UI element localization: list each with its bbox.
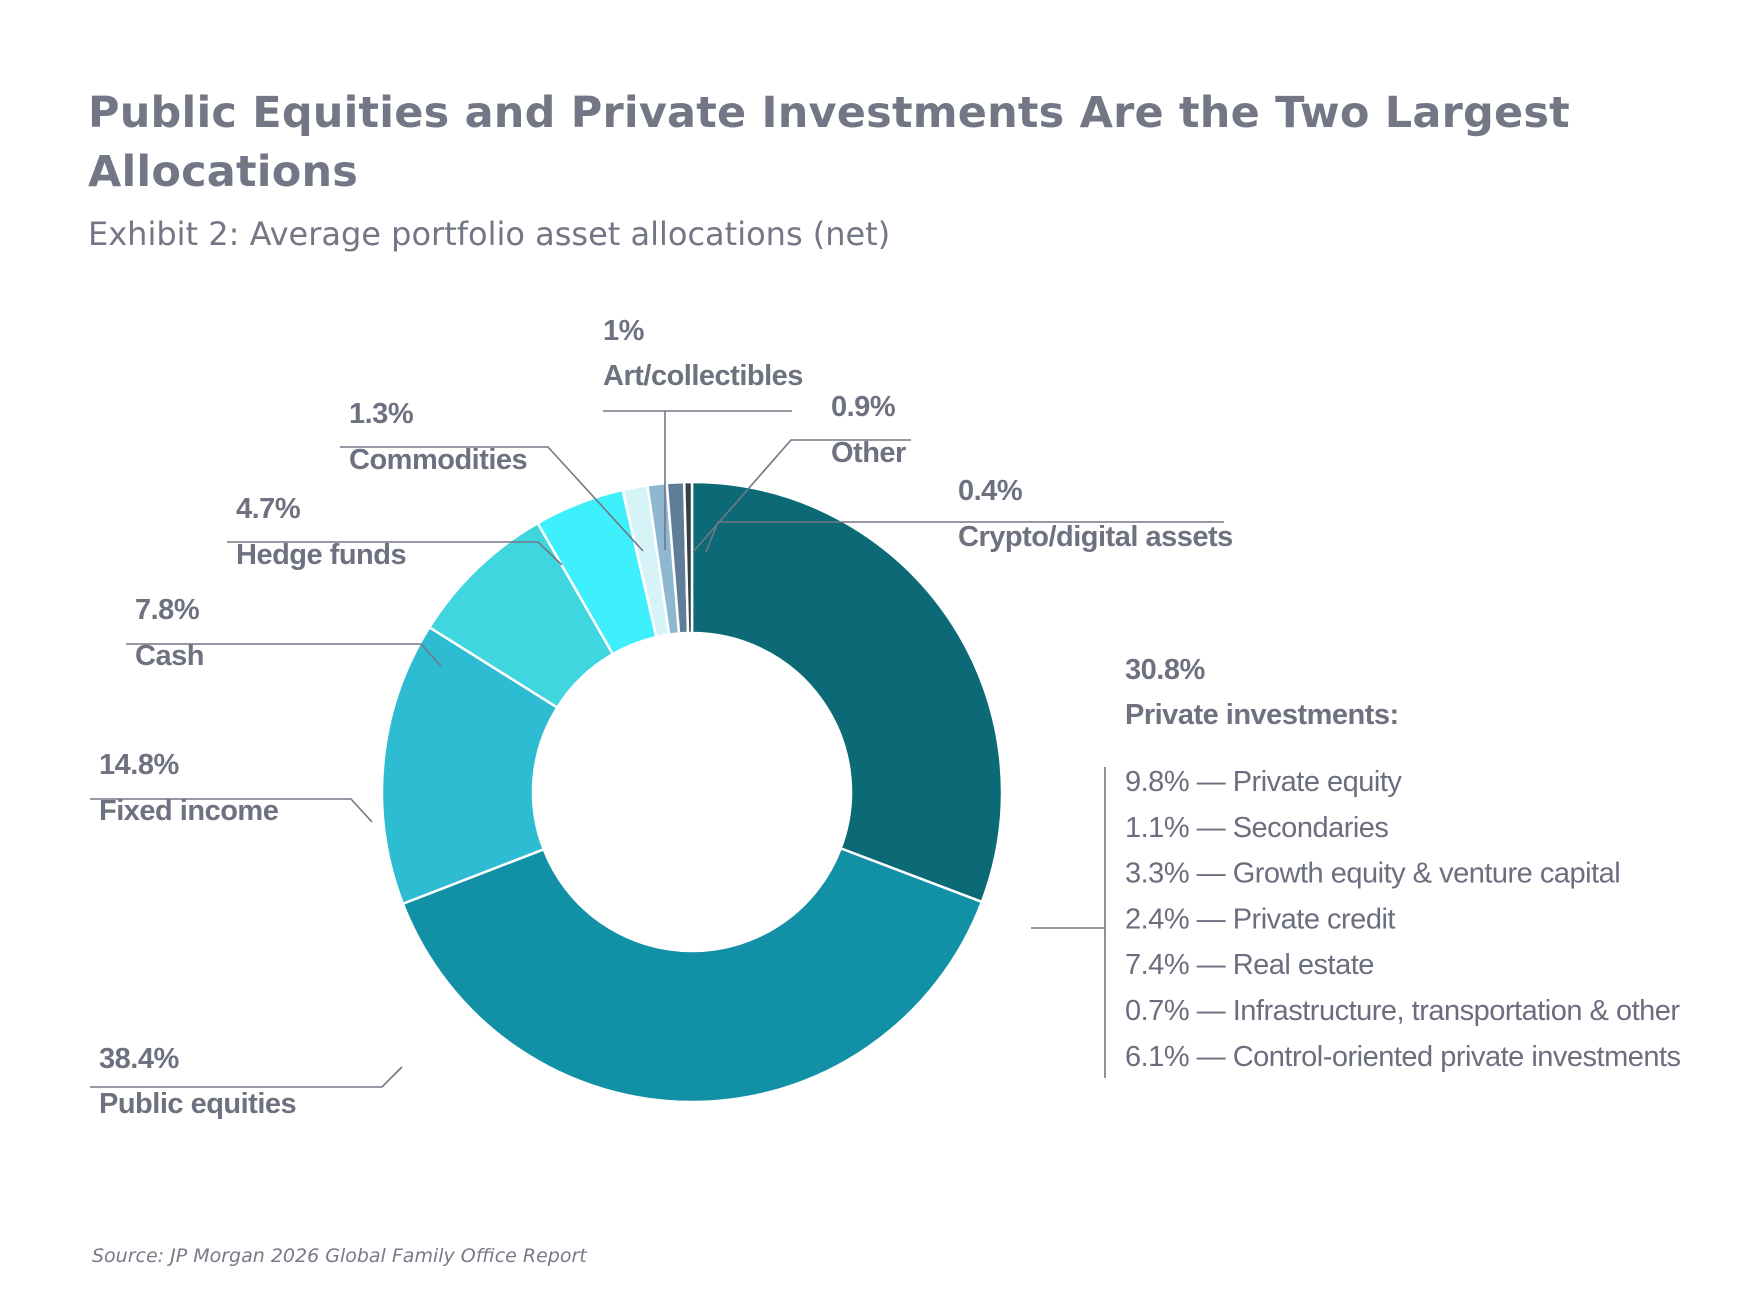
slice-name-label-art-collectibles: Art/collectibles	[603, 360, 803, 392]
leader-line-hedge-funds	[227, 541, 563, 566]
slice-private-investments	[690, 480, 1004, 904]
slice-name-label-private-investments: Private investments:	[1125, 699, 1399, 731]
slice-value-label-art-collectibles: 1%	[603, 315, 645, 347]
slice-labels: 38.4% Public equities 14.8% Fixed income 7.8…	[99, 315, 1399, 1120]
donut-slices	[380, 480, 1004, 1104]
slice-value-label-commodities: 1.3%	[349, 398, 414, 430]
chart-title: Public Equities and Private Investments …	[88, 88, 1570, 197]
leader-lines	[90, 410, 1224, 1088]
slice-name-label-hedge-funds: Hedge funds	[236, 539, 406, 571]
slice-public-equities	[401, 847, 984, 1104]
slice-name-label-public-equities: Public equities	[99, 1088, 296, 1120]
slice-name-label-other: Other	[831, 437, 906, 469]
breakdown-item: 0.7% — Infrastructure, transportation & …	[1125, 995, 1680, 1027]
slice-value-label-public-equities: 38.4%	[99, 1043, 179, 1075]
breakdown-item: 3.3% — Growth equity & venture capital	[1125, 858, 1620, 890]
slice-value-label-other: 0.9%	[831, 391, 896, 423]
slice-value-label-fixed-income: 14.8%	[99, 749, 179, 781]
slice-crypto-digital-assets	[682, 480, 694, 635]
slice-value-label-cash: 7.8%	[135, 594, 200, 626]
breakdown-item: 1.1% — Secondaries	[1125, 812, 1388, 844]
breakdown-item: 2.4% — Private credit	[1125, 903, 1395, 935]
leader-line-cash	[126, 643, 442, 667]
private-investments-breakdown: 9.8% — Private equity 1.1% — Secondaries 3…	[1031, 766, 1681, 1078]
breakdown-item: 9.8% — Private equity	[1125, 766, 1402, 798]
breakdown-item: 6.1% — Control-oriented private investme…	[1125, 1041, 1681, 1073]
slice-value-label-private-investments: 30.8%	[1125, 654, 1205, 686]
slice-name-label-cash: Cash	[135, 640, 204, 672]
breakdown-item: 7.4% — Real estate	[1125, 949, 1374, 981]
leader-line-fixed-income	[90, 798, 373, 823]
leader-line-crypto-digital-assets	[705, 521, 1224, 553]
leader-line-other	[692, 439, 911, 553]
source-note: Source: JP Morgan 2026 Global Family Off…	[92, 1245, 587, 1267]
slice-value-label-crypto-digital-assets: 0.4%	[958, 475, 1023, 507]
slice-fixed-income	[380, 626, 559, 905]
leader-line-public-equities	[90, 1066, 403, 1088]
slice-name-label-commodities: Commodities	[349, 444, 527, 476]
slice-name-label-fixed-income: Fixed income	[99, 795, 279, 827]
slice-name-label-crypto-digital-assets: Crypto/digital assets	[958, 521, 1233, 553]
chart-subtitle: Exhibit 2: Average portfolio asset alloc…	[88, 215, 891, 253]
leader-line-commodities	[340, 446, 644, 552]
slice-value-label-hedge-funds: 4.7%	[236, 493, 301, 525]
